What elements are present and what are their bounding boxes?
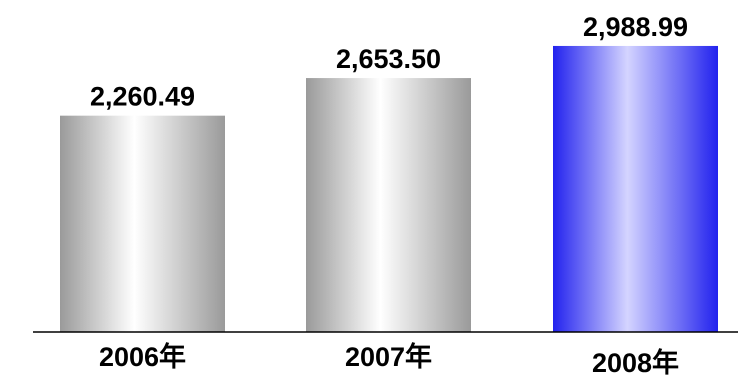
category-label-2: 2008年 bbox=[592, 347, 679, 377]
bar-0 bbox=[60, 115, 225, 332]
value-label-1: 2,653.50 bbox=[336, 44, 441, 74]
category-label-0: 2006年 bbox=[99, 341, 186, 372]
category-label-1: 2007年 bbox=[345, 341, 432, 372]
value-labels-layer: 2,260.49 2,653.50 2,988.99 bbox=[90, 12, 688, 112]
bars-layer bbox=[60, 45, 718, 333]
value-label-2: 2,988.99 bbox=[583, 12, 688, 42]
category-labels-layer: 2006年 2007年 2008年 bbox=[99, 341, 679, 377]
bar-1 bbox=[306, 78, 471, 332]
bar-2 bbox=[553, 45, 718, 333]
value-label-0: 2,260.49 bbox=[90, 82, 195, 112]
